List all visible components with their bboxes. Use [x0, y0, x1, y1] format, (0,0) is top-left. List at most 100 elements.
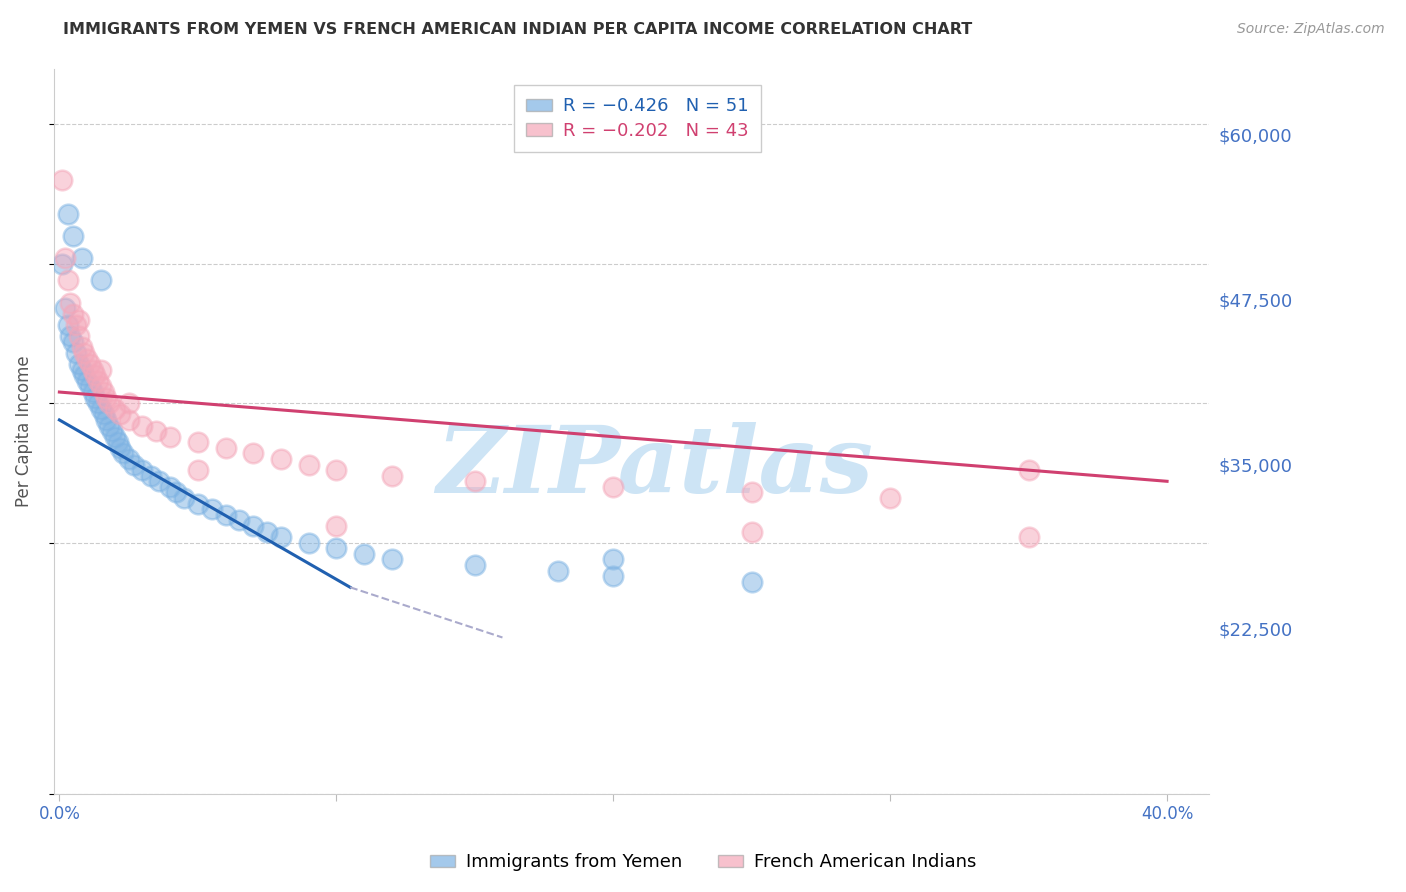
Point [741, 524, 763, 539]
Point [201, 502, 224, 516]
Point [104, 430, 127, 444]
Point [117, 396, 139, 410]
Point [110, 441, 132, 455]
Point [101, 424, 124, 438]
Point [187, 435, 209, 450]
Point [159, 430, 181, 444]
Point [131, 418, 153, 433]
Point [148, 475, 170, 489]
Point [67, 329, 90, 343]
Point [84, 391, 107, 405]
Point [56, 318, 79, 332]
Point [187, 463, 209, 477]
Point [602, 480, 624, 494]
Point [79, 357, 101, 371]
Point [59, 295, 82, 310]
Point [270, 452, 292, 467]
Point [381, 468, 404, 483]
Point [62, 334, 84, 349]
Point [165, 485, 187, 500]
Point [547, 564, 569, 578]
Point [87, 396, 110, 410]
Point [256, 524, 278, 539]
Point [90, 379, 112, 393]
Point [65, 318, 87, 332]
Point [187, 497, 209, 511]
Point [90, 273, 112, 287]
Point [297, 458, 319, 472]
Legend: Immigrants from Yemen, French American Indians: Immigrants from Yemen, French American I… [422, 847, 984, 879]
Point [67, 357, 90, 371]
Point [76, 351, 98, 366]
Point [98, 418, 121, 433]
Point [242, 519, 264, 533]
Point [82, 385, 104, 400]
Point [464, 558, 486, 572]
Point [159, 480, 181, 494]
Point [73, 368, 96, 383]
Point [214, 441, 236, 455]
Point [242, 446, 264, 460]
Point [464, 475, 486, 489]
Point [1018, 530, 1040, 544]
Point [98, 396, 121, 410]
Point [145, 424, 167, 438]
Point [214, 508, 236, 522]
Point [53, 251, 76, 265]
Point [90, 363, 112, 377]
Point [79, 379, 101, 393]
Point [112, 446, 135, 460]
Point [173, 491, 195, 505]
Point [56, 273, 79, 287]
Point [117, 452, 139, 467]
Text: Source: ZipAtlas.com: Source: ZipAtlas.com [1237, 22, 1385, 37]
Point [59, 329, 82, 343]
Legend: R = −0.426   N = 51, R = −0.202   N = 43: R = −0.426 N = 51, R = −0.202 N = 43 [513, 85, 761, 153]
Point [107, 435, 129, 450]
Point [70, 251, 93, 265]
Point [297, 535, 319, 549]
Point [70, 340, 93, 354]
Point [104, 401, 127, 416]
Point [228, 513, 250, 527]
Point [56, 206, 79, 220]
Point [96, 391, 118, 405]
Point [65, 346, 87, 360]
Point [1018, 463, 1040, 477]
Point [602, 569, 624, 583]
Point [122, 458, 145, 472]
Point [62, 228, 84, 243]
Point [741, 485, 763, 500]
Point [325, 463, 347, 477]
Point [62, 307, 84, 321]
Point [381, 552, 404, 566]
Point [602, 552, 624, 566]
Point [93, 385, 115, 400]
Point [51, 257, 73, 271]
Point [73, 346, 96, 360]
Point [90, 401, 112, 416]
Point [53, 301, 76, 316]
Point [87, 374, 110, 388]
Point [82, 363, 104, 377]
Point [131, 463, 153, 477]
Point [139, 468, 162, 483]
Point [76, 374, 98, 388]
Point [325, 519, 347, 533]
Point [741, 574, 763, 589]
Point [96, 413, 118, 427]
Point [879, 491, 901, 505]
Point [67, 312, 90, 326]
Point [117, 413, 139, 427]
Text: IMMIGRANTS FROM YEMEN VS FRENCH AMERICAN INDIAN PER CAPITA INCOME CORRELATION CH: IMMIGRANTS FROM YEMEN VS FRENCH AMERICAN… [63, 22, 973, 37]
Point [84, 368, 107, 383]
Point [325, 541, 347, 556]
Point [51, 173, 73, 187]
Point [270, 530, 292, 544]
Y-axis label: Per Capita Income: Per Capita Income [15, 355, 32, 507]
Point [93, 408, 115, 422]
Point [353, 547, 375, 561]
Point [110, 408, 132, 422]
Point [70, 363, 93, 377]
Text: ZIPatlas: ZIPatlas [436, 422, 873, 512]
